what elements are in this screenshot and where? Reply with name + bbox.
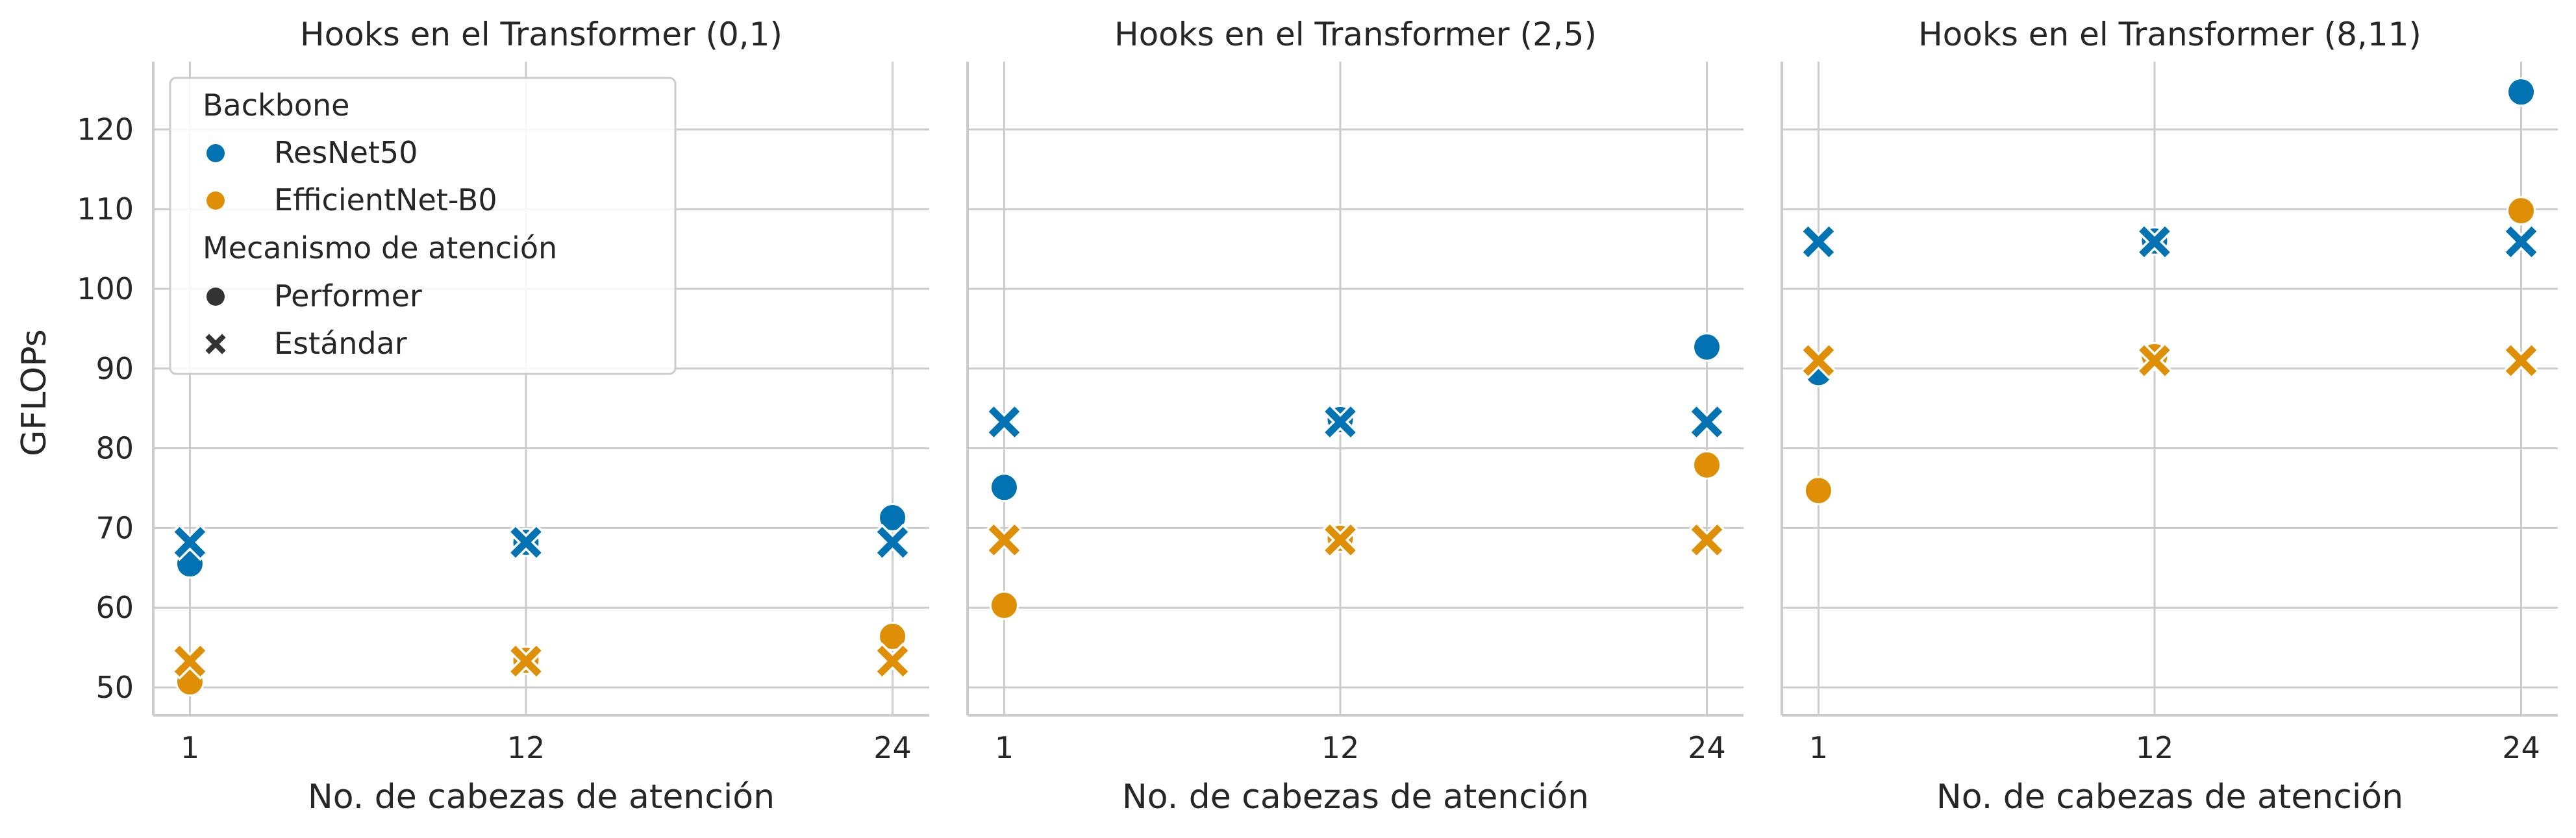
legend: Backbone ResNet50 EfficientNet-B0 Mecanismo… <box>169 77 677 375</box>
data-point-cross <box>510 526 542 558</box>
data-point-cross <box>1803 345 1834 376</box>
y-tick-label: 120 <box>77 112 134 147</box>
data-point-circle <box>1692 450 1722 480</box>
x-axis-label: No. de cabezas de atención <box>1936 778 2403 817</box>
panel-3: Hooks en el Transformer (8,11) 1 12 24 No. d… <box>1781 16 2558 817</box>
data-point-cross <box>1691 406 1723 437</box>
data-point-cross <box>1325 406 1356 437</box>
legend-label-mechanism: Estándar <box>274 326 407 361</box>
data-point-cross <box>174 526 206 558</box>
data-point-circle <box>2507 77 2536 107</box>
y-axis-label: GFLOPs <box>15 329 54 456</box>
y-tick-label: 100 <box>77 271 134 306</box>
x-tick-label: 24 <box>873 730 912 765</box>
panel-title: Hooks en el Transformer (2,5) <box>1114 16 1597 53</box>
legend-marker-mechanism <box>206 288 225 306</box>
data-point-cross <box>2139 226 2170 258</box>
data-point-circle <box>878 502 908 532</box>
legend-box <box>169 77 677 375</box>
data-point-cross <box>988 406 1020 437</box>
data-point-cross <box>2505 226 2537 258</box>
legend-marker-mechanism <box>205 334 226 354</box>
legend-marker-backbone <box>206 144 225 162</box>
data-point-cross <box>877 526 908 558</box>
data-point-cross <box>877 645 908 677</box>
legend-marker-backbone <box>206 191 225 210</box>
x-tick-label: 12 <box>1321 730 1360 765</box>
data-point-circle <box>1692 332 1722 362</box>
legend-title-backbone: Backbone <box>203 88 349 123</box>
legend-label-backbone: ResNet50 <box>274 135 418 170</box>
data-point-circle <box>1803 476 1833 506</box>
y-tick-label: 80 <box>95 431 134 466</box>
x-tick-label: 1 <box>1809 730 1828 765</box>
x-tick-label: 24 <box>2502 730 2540 765</box>
data-point-circle <box>989 591 1019 621</box>
x-tick-label: 1 <box>995 730 1014 765</box>
data-point-cross <box>1691 524 1723 556</box>
legend-label-mechanism: Performer <box>274 278 422 314</box>
panel-2: Hooks en el Transformer (2,5) 1 12 24 No. de… <box>966 16 1744 817</box>
data-point-cross <box>2505 345 2537 376</box>
data-point-circle <box>989 473 1019 502</box>
y-tick-label: 50 <box>95 670 134 705</box>
x-axis-label: No. de cabezas de atención <box>308 778 775 817</box>
data-point-cross <box>1803 226 1834 258</box>
data-point-cross <box>988 524 1020 556</box>
panel-title: Hooks en el Transformer (8,11) <box>1918 16 2421 53</box>
x-tick-label: 1 <box>181 730 199 765</box>
y-tick-label: 110 <box>77 191 134 227</box>
x-tick-label: 12 <box>507 730 545 765</box>
y-tick-label: 60 <box>95 590 134 625</box>
panel-title: Hooks en el Transformer (0,1) <box>300 16 782 53</box>
y-tick-label: 70 <box>95 510 134 545</box>
x-tick-label: 12 <box>2136 730 2174 765</box>
legend-label-backbone: EfficientNet-B0 <box>274 182 497 217</box>
y-tick-label: 90 <box>95 351 134 386</box>
data-point-cross <box>2139 345 2170 376</box>
data-point-cross <box>174 645 206 677</box>
data-point-cross <box>510 645 542 677</box>
x-tick-label: 24 <box>1688 730 1726 765</box>
data-point-circle <box>878 621 908 651</box>
legend-title-mechanism: Mecanismo de atención <box>203 230 557 265</box>
x-axis-label: No. de cabezas de atención <box>1122 778 1589 817</box>
data-point-circle <box>2507 196 2536 226</box>
data-point-cross <box>1325 524 1356 556</box>
